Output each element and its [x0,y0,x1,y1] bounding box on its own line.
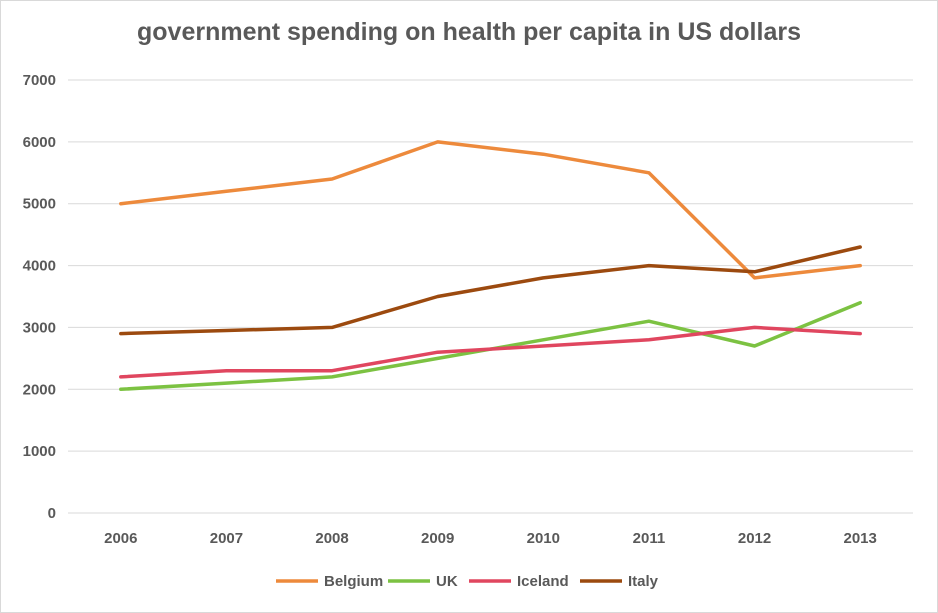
chart-title: government spending on health per capita… [137,18,801,46]
legend-label-uk: UK [436,573,458,590]
y-tick-label: 4000 [23,258,56,275]
series-line-iceland [119,325,862,379]
y-tick-label: 7000 [23,72,56,89]
x-tick-label: 2007 [210,530,243,547]
legend: Belgium UK Iceland Italy [276,573,659,590]
x-tick-label: 2013 [844,530,877,547]
x-tick-label: 2006 [104,530,137,547]
x-tick-label: 2008 [315,530,348,547]
x-tick-label: 2012 [738,530,771,547]
y-tick-label: 2000 [23,381,56,398]
series-line-italy [119,245,862,336]
series-line-belgium [119,140,862,280]
legend-label-italy: Italy [628,573,659,590]
y-tick-label: 3000 [23,319,56,336]
legend-label-iceland: Iceland [517,573,569,590]
gridlines [68,79,913,514]
x-axis-ticks: 2006 2007 2008 2009 2010 2011 2012 2013 [104,530,877,547]
x-tick-label: 2011 [633,530,666,547]
legend-label-belgium: Belgium [324,573,383,590]
x-tick-label: 2010 [527,530,560,547]
y-tick-label: 6000 [23,134,56,151]
series-line-uk [119,300,862,392]
series-lines [119,140,862,392]
y-tick-label: 0 [48,505,56,522]
x-tick-label: 2009 [421,530,454,547]
y-tick-label: 1000 [23,443,56,460]
y-tick-label: 5000 [23,196,56,213]
y-axis-ticks: 0 1000 2000 3000 4000 5000 6000 7000 [23,72,56,522]
